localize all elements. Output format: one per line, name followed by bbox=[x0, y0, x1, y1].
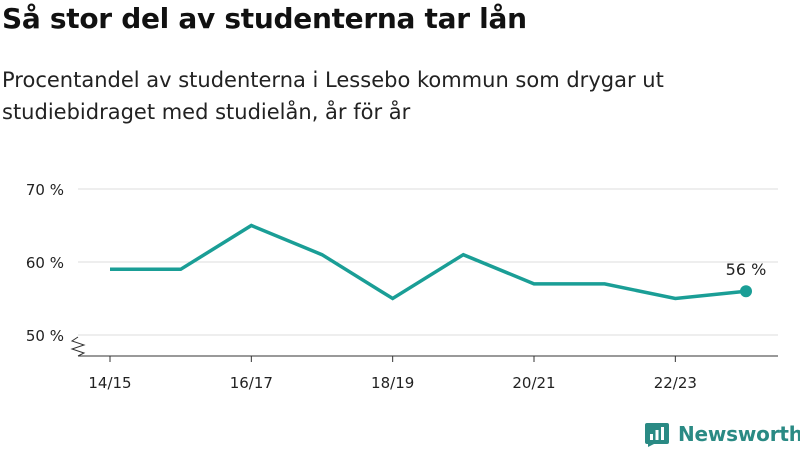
series-line bbox=[110, 223, 747, 301]
end-value-label: 56 % bbox=[726, 260, 767, 279]
chart-subtitle: Procentandel av studenterna i Lessebo ko… bbox=[2, 68, 664, 124]
brand: Newsworthy bbox=[644, 420, 800, 448]
chart-title: Så stor del av studenterna tar lån bbox=[2, 2, 527, 35]
y-tick-label: 50 % bbox=[26, 327, 64, 345]
brand-name: Newsworthy bbox=[678, 422, 800, 446]
newsworthy-logo-icon bbox=[645, 423, 669, 447]
x-tick-label: 14/15 bbox=[88, 374, 131, 392]
y-tick-label: 60 % bbox=[26, 254, 64, 272]
x-tick-label: 22/23 bbox=[654, 374, 697, 392]
y-tick-label: 70 % bbox=[26, 181, 64, 199]
end-point-marker bbox=[740, 285, 752, 298]
x-tick-label: 20/21 bbox=[512, 374, 555, 392]
x-tick-label: 18/19 bbox=[371, 374, 414, 392]
axis-break-icon bbox=[70, 336, 86, 357]
x-tick-label: 16/17 bbox=[230, 374, 273, 392]
